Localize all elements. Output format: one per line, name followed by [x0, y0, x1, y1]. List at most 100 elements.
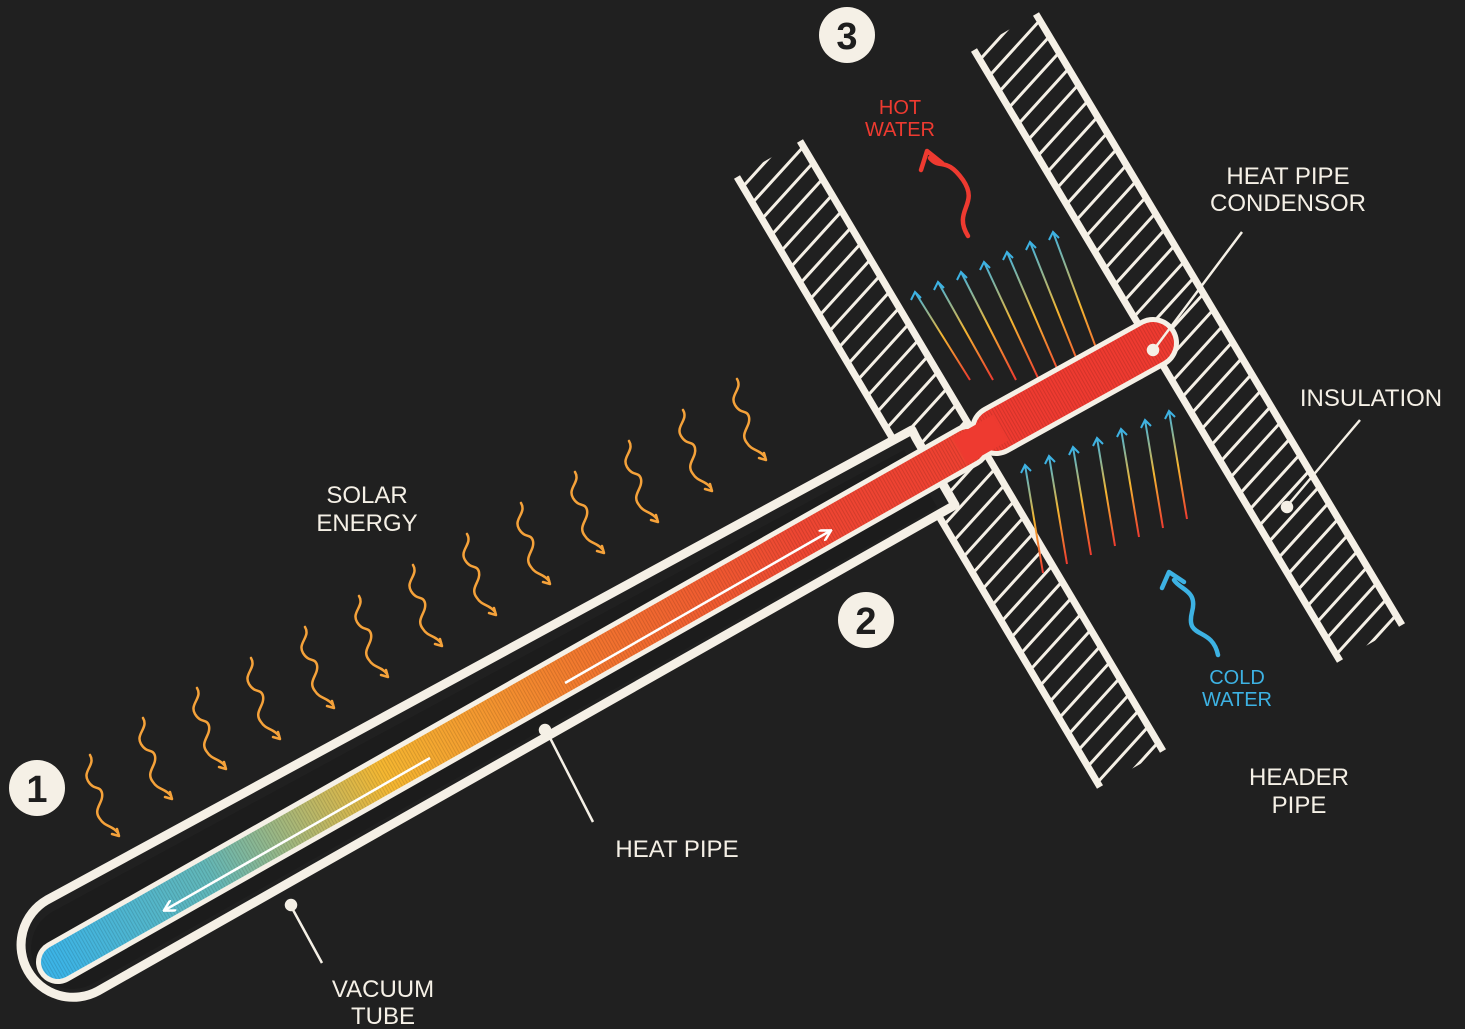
hatch-line: [1243, 453, 1326, 544]
solar-wave: [516, 501, 551, 583]
hatch-line: [1031, 99, 1114, 190]
condensor-leader: [1154, 231, 1243, 349]
label-cold-water: COLD WATER: [1202, 667, 1272, 711]
flow-arrow-line: [1024, 464, 1044, 574]
flow-arrow-head: [933, 280, 945, 291]
hatch-line: [1175, 340, 1258, 431]
vacuum-tube-line2: TUBE: [351, 1003, 415, 1024]
flow-arrow-head: [1068, 445, 1080, 456]
solar-wave: [462, 532, 497, 614]
hatch-line: [1040, 115, 1124, 206]
flow-arrow-line: [914, 291, 971, 381]
solar-wave-arrowhead: [217, 760, 228, 771]
condensor-line2: CONDENSOR: [1210, 190, 1366, 217]
condensor-leader-dot: [1146, 343, 1160, 357]
flow-arrow-line: [1006, 251, 1063, 381]
hatch-line: [1012, 67, 1095, 158]
solar-wave: [300, 625, 335, 707]
flow-arrow-head: [1025, 240, 1037, 251]
hatch-line: [1272, 501, 1355, 592]
condensor-line1: HEAT PIPE: [1226, 163, 1349, 190]
hatch-line: [1320, 581, 1402, 661]
insulation-leader-dot: [1280, 500, 1294, 514]
label-solar-energy: SOLAR ENERGY: [316, 482, 417, 537]
step-3-number: 3: [836, 16, 857, 58]
hatch-line: [1252, 469, 1336, 560]
step-2-number: 2: [855, 601, 876, 643]
cold-water-line2: WATER: [1202, 689, 1272, 711]
hatch-line: [974, 14, 1047, 78]
hatch-line: [1291, 533, 1374, 624]
solar-wave: [354, 594, 389, 676]
solar-wave: [732, 377, 767, 459]
solar-wave: [678, 408, 713, 490]
label-hot-water: HOT WATER: [865, 97, 935, 141]
label-insulation: INSULATION: [1300, 385, 1442, 412]
solar-wave-arrowhead: [433, 637, 444, 648]
hatch-line: [1002, 51, 1085, 142]
header-pipe-line2: PIPE: [1272, 792, 1327, 819]
flow-arrow-head: [1140, 418, 1152, 429]
heat-pipe-leader-dot: [538, 723, 552, 737]
flow-arrow-line: [1120, 428, 1140, 538]
hatch-line: [1079, 179, 1162, 270]
flow-arrow-head: [910, 290, 922, 301]
hot-water-line1: HOT: [879, 97, 921, 119]
solar-wave-arrowhead: [541, 575, 552, 586]
solar-wave: [246, 656, 281, 738]
step-2-badge: 2: [838, 592, 894, 648]
cold-water-arrow: [1159, 569, 1221, 658]
hatch-line: [1060, 147, 1143, 238]
solar-wave-arrowhead: [595, 544, 606, 555]
solar-energy-line1: SOLAR: [326, 482, 407, 509]
hatch-line: [1281, 517, 1364, 608]
hatch-line: [1214, 404, 1297, 495]
step-3-badge: 3: [819, 7, 875, 63]
flow-arrow-line: [937, 281, 994, 381]
hot-water-line2: WATER: [865, 119, 935, 141]
hatch-line: [1233, 437, 1316, 528]
vacuum-tube-leader-dot: [284, 898, 298, 912]
solar-wave-arrowhead: [271, 730, 282, 741]
vacuum-tube-line1: VACUUM: [332, 976, 434, 1003]
flow-arrow-head: [1164, 409, 1176, 420]
flow-arrow-head: [1020, 463, 1032, 474]
label-vacuum-tube: VACUUM TUBE: [332, 976, 434, 1029]
step-1-number: 1: [26, 769, 47, 811]
hatch-line: [1262, 485, 1345, 576]
flow-arrow-line: [960, 271, 1017, 381]
vacuum-tube-leader: [290, 907, 324, 964]
insulation-band-right: [970, 12, 1406, 663]
hatch-line: [1166, 324, 1249, 415]
hatch-line: [992, 35, 1076, 126]
solar-wave: [138, 716, 173, 798]
solar-wave: [570, 470, 605, 552]
hot-water-arrow: [918, 148, 971, 239]
flow-arrow-head: [1092, 436, 1104, 447]
cold-water-line1: COLD: [1209, 667, 1265, 689]
flow-arrow-line: [983, 261, 1040, 381]
hatch-line: [1329, 597, 1402, 661]
flow-arrow-head: [956, 270, 968, 281]
hatch-line: [1021, 83, 1104, 174]
heat-pipe: [36, 317, 1179, 984]
hatch-line: [737, 141, 810, 205]
hatch-line: [1050, 131, 1133, 222]
solar-wave-arrowhead: [649, 513, 660, 524]
flow-arrow-line: [1096, 437, 1116, 547]
hatch-line: [1195, 372, 1278, 463]
step-1-badge: 1: [9, 760, 65, 816]
flow-arrow-line: [1168, 410, 1188, 520]
hatch-line: [1300, 549, 1384, 640]
solar-wave-arrowhead: [703, 482, 714, 493]
hatch-line: [1098, 212, 1181, 303]
hatch-line: [1185, 356, 1268, 447]
flow-arrow-line: [1144, 419, 1164, 529]
label-heat-pipe-condensor: HEAT PIPE CONDENSOR: [1210, 163, 1366, 217]
hatch-line: [1089, 195, 1172, 286]
solar-energy-waves: [85, 377, 768, 838]
heat-pipe-leader: [545, 731, 595, 823]
flow-arrow-line: [1072, 446, 1092, 556]
